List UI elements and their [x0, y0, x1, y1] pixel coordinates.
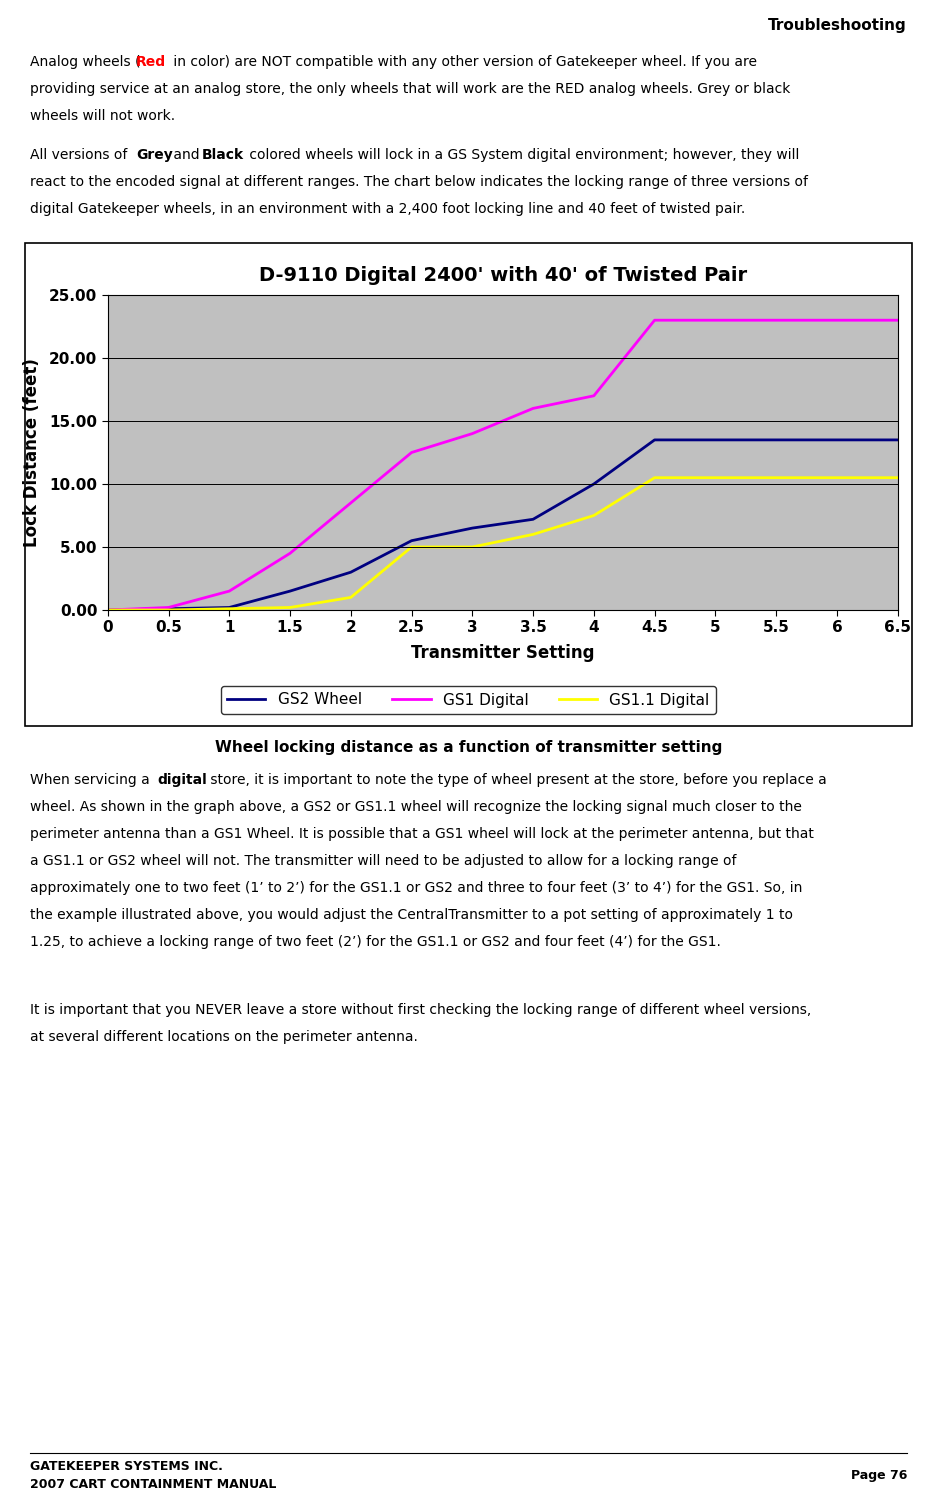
Text: Page 76: Page 76 — [850, 1469, 906, 1481]
Text: perimeter antenna than a GS1 Wheel. It is possible that a GS1 wheel will lock at: perimeter antenna than a GS1 Wheel. It i… — [30, 827, 813, 841]
Text: Analog wheels (: Analog wheels ( — [30, 56, 140, 69]
Text: 1.25, to achieve a locking range of two feet (2’) for the GS1.1 or GS2 and four : 1.25, to achieve a locking range of two … — [30, 935, 720, 949]
Text: Black: Black — [201, 149, 243, 162]
Text: approximately one to two feet (1’ to 2’) for the GS1.1 or GS2 and three to four : approximately one to two feet (1’ to 2’)… — [30, 881, 801, 895]
Text: and: and — [168, 149, 203, 162]
Text: Wheel locking distance as a function of transmitter setting: Wheel locking distance as a function of … — [214, 740, 722, 755]
Text: GATEKEEPER SYSTEMS INC.: GATEKEEPER SYSTEMS INC. — [30, 1460, 223, 1472]
Text: wheels will not work.: wheels will not work. — [30, 110, 175, 123]
Text: Grey: Grey — [136, 149, 172, 162]
Y-axis label: Lock Distance (feet): Lock Distance (feet) — [22, 359, 40, 546]
Text: providing service at an analog store, the only wheels that will work are the RED: providing service at an analog store, th… — [30, 83, 789, 96]
Text: store, it is important to note the type of wheel present at the store, before yo: store, it is important to note the type … — [206, 773, 826, 787]
Text: Troubleshooting: Troubleshooting — [768, 18, 906, 33]
Title: D-9110 Digital 2400' with 40' of Twisted Pair: D-9110 Digital 2400' with 40' of Twisted… — [258, 266, 746, 285]
Text: at several different locations on the perimeter antenna.: at several different locations on the pe… — [30, 1030, 417, 1043]
Text: It is important that you NEVER leave a store without first checking the locking : It is important that you NEVER leave a s… — [30, 1003, 811, 1016]
Text: Red: Red — [136, 56, 166, 69]
Text: digital Gatekeeper wheels, in an environment with a 2,400 foot locking line and : digital Gatekeeper wheels, in an environ… — [30, 203, 744, 216]
Text: the example illustrated above, you would adjust the CentralTransmitter to a pot : the example illustrated above, you would… — [30, 908, 792, 922]
Text: All versions of: All versions of — [30, 149, 132, 162]
Text: digital: digital — [157, 773, 207, 787]
Text: colored wheels will lock in a GS System digital environment; however, they will: colored wheels will lock in a GS System … — [245, 149, 799, 162]
Text: wheel. As shown in the graph above, a GS2 or GS1.1 wheel will recognize the lock: wheel. As shown in the graph above, a GS… — [30, 800, 801, 814]
Text: 2007 CART CONTAINMENT MANUAL: 2007 CART CONTAINMENT MANUAL — [30, 1478, 276, 1490]
Text: in color) are NOT compatible with any other version of Gatekeeper wheel. If you : in color) are NOT compatible with any ot… — [168, 56, 756, 69]
Legend: GS2 Wheel, GS1 Digital, GS1.1 Digital: GS2 Wheel, GS1 Digital, GS1.1 Digital — [221, 686, 715, 713]
Text: a GS1.1 or GS2 wheel will not. The transmitter will need to be adjusted to allow: a GS1.1 or GS2 wheel will not. The trans… — [30, 854, 736, 868]
X-axis label: Transmitter Setting: Transmitter Setting — [411, 644, 593, 662]
Text: When servicing a: When servicing a — [30, 773, 154, 787]
Text: react to the encoded signal at different ranges. The chart below indicates the l: react to the encoded signal at different… — [30, 176, 807, 189]
